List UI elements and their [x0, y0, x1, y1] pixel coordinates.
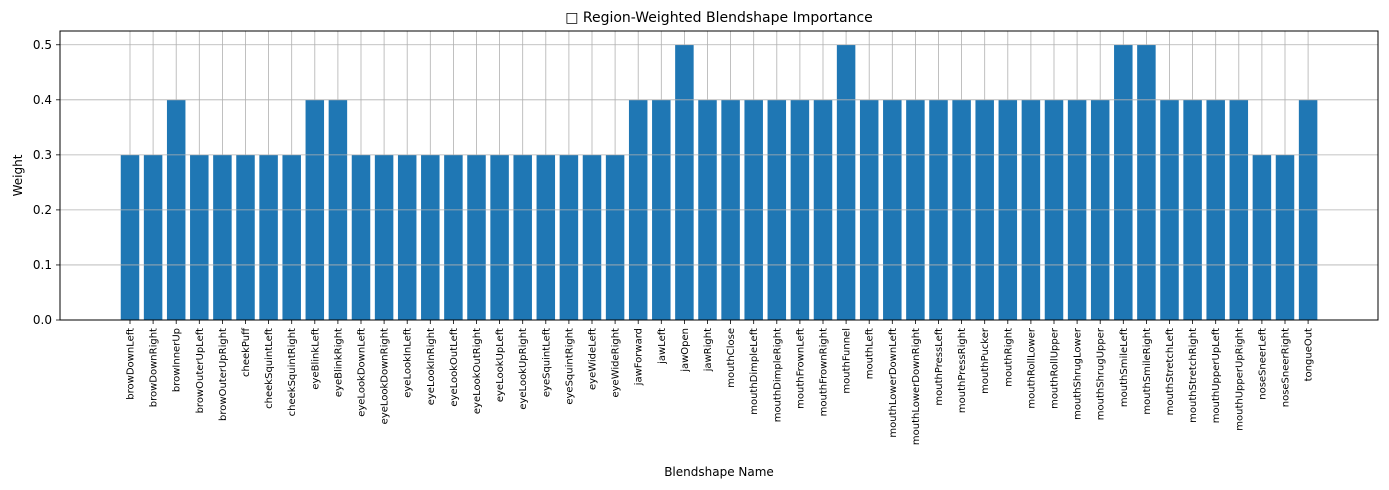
x-tick-label: mouthStretchRight [1188, 328, 1199, 423]
bar-eyeLookUpRight [513, 154, 532, 320]
x-tick-label: eyeLookUpRight [518, 328, 529, 410]
bar-eyeWideRight [605, 154, 625, 320]
x-tick-label: mouthPressLeft [934, 328, 945, 406]
x-tick-label: eyeLookDownLeft [357, 328, 368, 417]
x-tick-label: mouthFrownRight [819, 328, 830, 416]
x-tick-label: noseSneerRight [1281, 328, 1292, 407]
x-tick-label: eyeBlinkRight [333, 328, 344, 397]
x-tick-label: eyeLookOutRight [472, 328, 483, 414]
x-axis-label: Blendshape Name [664, 465, 774, 479]
x-tick-label: browOuterUpLeft [195, 328, 206, 413]
x-tick-label: jawRight [703, 328, 714, 372]
x-tick-label: eyeSquintRight [564, 328, 575, 405]
x-tick-label: browOuterUpRight [218, 328, 229, 421]
x-tick-label: eyeLookUpLeft [495, 328, 506, 402]
bar-browDownRight [143, 154, 163, 320]
x-tick-label: browInnerUp [172, 328, 183, 392]
y-tick-label: 0.1 [33, 258, 52, 272]
x-tick-label: eyeLookOutLeft [449, 328, 460, 407]
x-tick-label: mouthSmileRight [1142, 328, 1153, 415]
x-tick-label: mouthFunnel [842, 328, 853, 394]
bar-eyeLookInRight [421, 154, 440, 320]
x-tick-label: mouthPucker [980, 327, 991, 394]
x-tick-label: jawLeft [657, 328, 668, 365]
x-tick-label: jawOpen [680, 328, 691, 373]
y-axis-label: Weight [11, 154, 25, 196]
x-tick-label: eyeLookInRight [426, 328, 437, 405]
x-tick-label: cheekSquintLeft [264, 328, 275, 409]
x-tick-label: eyeWideRight [611, 328, 622, 398]
x-tick-label: mouthLowerDownRight [911, 328, 922, 445]
bar-mouthSmileLeft [1114, 44, 1133, 320]
x-tick-label: mouthFrownLeft [795, 328, 806, 409]
x-tick-label: cheekPuff [241, 327, 252, 377]
x-tick-label: mouthRight [1003, 328, 1014, 387]
bar-eyeLookOutLeft [444, 154, 463, 320]
plot-frame [59, 30, 1379, 321]
bar-jawOpen [675, 44, 694, 320]
bar-browDownLeft [120, 154, 140, 320]
x-tick-label: mouthUpperUpLeft [1211, 328, 1222, 423]
bar-eyeLookUpLeft [490, 154, 509, 320]
x-tick-label: eyeSquintLeft [541, 328, 552, 397]
bar-mouthFunnel [836, 44, 856, 320]
y-tick-label: 0.3 [33, 148, 52, 162]
x-tick-label: cheekSquintRight [287, 328, 298, 416]
x-tick-label: mouthClose [726, 328, 737, 388]
bar-mouthSmileRight [1137, 44, 1156, 320]
x-tick-label: noseSneerLeft [1257, 328, 1268, 400]
x-tick-label: mouthShrugUpper [1096, 327, 1107, 420]
x-tick-label: eyeLookDownRight [380, 328, 391, 424]
bar-cheekSquintLeft [259, 154, 278, 320]
y-tick-label: 0.0 [33, 313, 52, 327]
bar-eyeLookDownRight [374, 154, 394, 320]
bars [120, 44, 1318, 320]
x-tick-label: jawForward [634, 328, 645, 386]
x-tick-label: mouthDimpleRight [772, 328, 783, 422]
bar-eyeLookDownLeft [351, 154, 371, 320]
x-tick-label: eyeBlinkLeft [310, 328, 321, 390]
x-tick-label: mouthLeft [865, 328, 876, 379]
x-tick-label: mouthLowerDownLeft [888, 328, 899, 438]
x-tick-label: mouthDimpleLeft [749, 328, 760, 415]
y-tick-label: 0.4 [33, 93, 52, 107]
bar-eyeSquintLeft [536, 154, 556, 320]
y-tick-label: 0.5 [33, 38, 52, 52]
bar-eyeLookInLeft [397, 154, 417, 320]
y-tick-label: 0.2 [33, 203, 52, 217]
x-tick-label: tongueOut [1304, 328, 1315, 381]
x-tick-label: mouthRollUpper [1050, 327, 1061, 409]
bar-cheekPuff [236, 154, 255, 320]
bar-eyeWideLeft [582, 154, 602, 320]
x-tick-label: mouthSmileLeft [1119, 328, 1130, 407]
x-tick-label: eyeWideLeft [588, 328, 599, 390]
x-tick-label: mouthUpperUpRight [1234, 328, 1245, 431]
bar-cheekSquintRight [282, 154, 301, 320]
x-tick-label: eyeLookInLeft [403, 328, 414, 398]
x-tick-label: mouthRollLower [1026, 327, 1037, 408]
bar-noseSneerRight [1275, 154, 1295, 320]
x-tick-label: mouthStretchLeft [1165, 328, 1176, 415]
chart-title: □ Region-Weighted Blendshape Importance [565, 10, 873, 26]
bar-noseSneerLeft [1252, 154, 1272, 320]
bar-browOuterUpLeft [190, 154, 209, 320]
x-axis: browDownLeft browDownRight browInnerUp brow… [126, 320, 1315, 445]
bar-eyeLookOutRight [467, 154, 486, 320]
x-tick-label: browDownLeft [126, 328, 137, 400]
x-tick-label: browDownRight [149, 328, 160, 407]
bar-browOuterUpRight [213, 154, 232, 320]
bar-eyeSquintRight [559, 154, 579, 320]
x-tick-label: mouthShrugLower [1073, 327, 1084, 420]
x-tick-label: mouthPressRight [957, 328, 968, 413]
